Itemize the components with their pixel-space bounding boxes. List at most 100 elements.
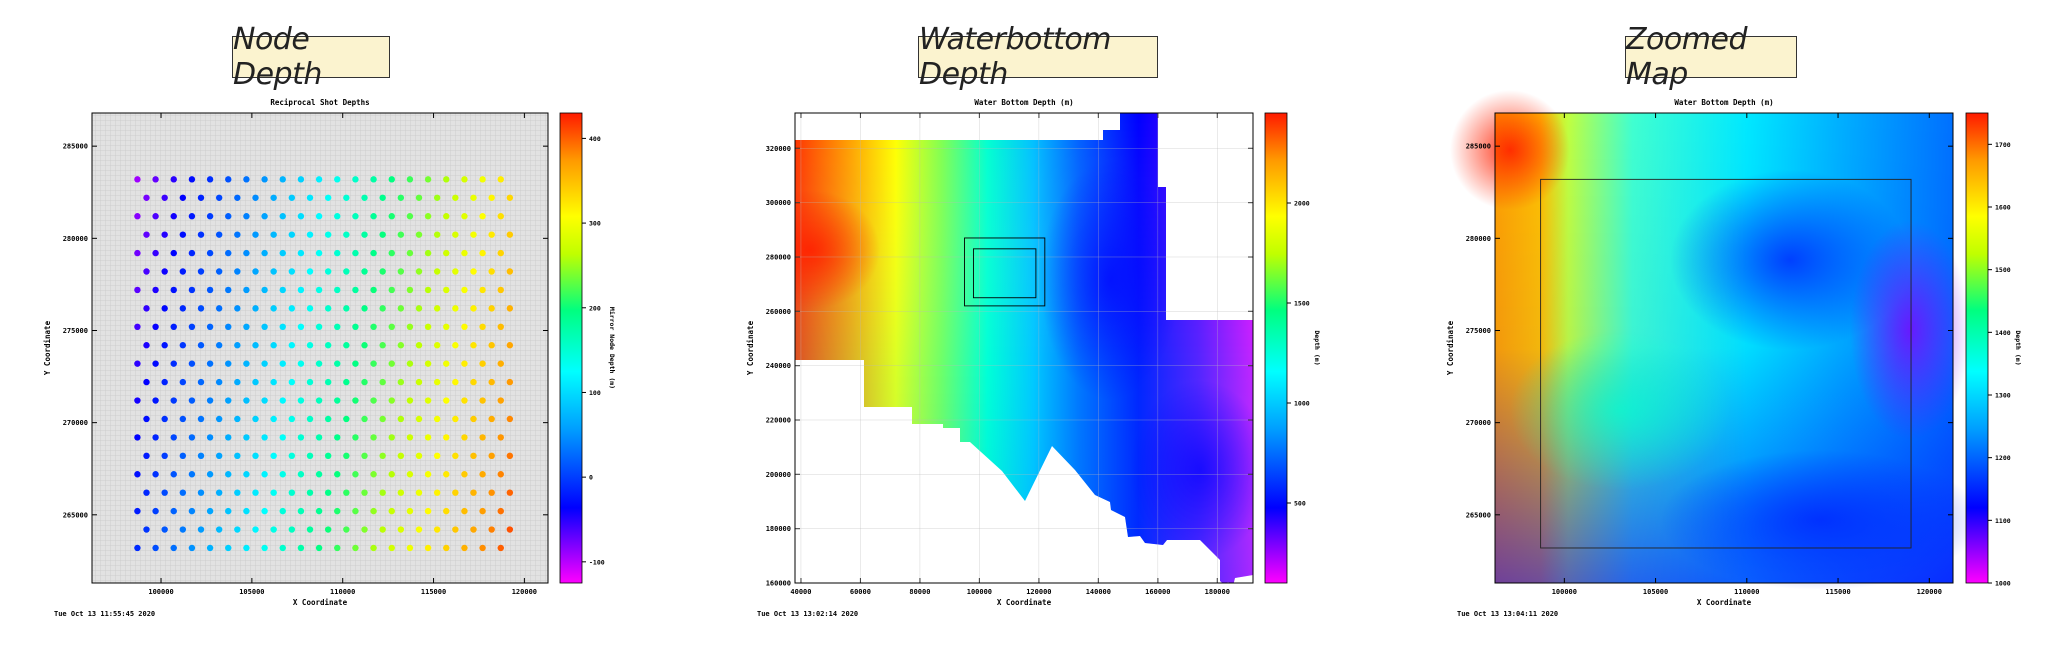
data-point	[279, 507, 286, 515]
data-point	[215, 268, 223, 275]
data-point	[470, 489, 477, 496]
data-point	[388, 507, 395, 515]
x-tick-label: 110000	[1734, 588, 1759, 596]
y-tick-label: 275000	[1466, 327, 1491, 335]
data-point	[197, 489, 205, 496]
colorbar-tick-label: 1400	[1995, 329, 2011, 337]
data-point	[424, 286, 432, 294]
inset-box	[1540, 178, 1912, 549]
data-point	[334, 397, 341, 404]
data-point	[252, 305, 259, 312]
data-point	[352, 507, 359, 515]
data-point	[270, 342, 277, 349]
data-point	[243, 471, 250, 478]
panel-waterbottom-depth: Water Bottom Depth (m) 40000 60000 80000 100…	[746, 98, 1321, 618]
data-point	[352, 213, 359, 220]
data-point	[470, 378, 477, 386]
data-point	[433, 194, 441, 201]
data-point	[143, 194, 150, 201]
data-point	[424, 507, 432, 515]
data-point	[415, 342, 423, 349]
shallow-region	[795, 190, 880, 310]
data-point	[288, 378, 296, 386]
data-point	[152, 507, 159, 515]
data-point	[215, 231, 223, 238]
data-point	[443, 176, 450, 183]
data-point	[488, 342, 495, 349]
data-point	[352, 249, 359, 257]
data-point	[179, 194, 187, 201]
data-point	[261, 544, 268, 552]
data-point	[424, 471, 432, 478]
data-point	[279, 249, 286, 257]
data-point	[443, 286, 450, 294]
data-point	[506, 231, 514, 238]
data-point	[334, 544, 341, 552]
data-point	[324, 268, 332, 275]
data-point	[143, 489, 150, 496]
colorbar-tick-label: 500	[1294, 500, 1306, 508]
x-tick-label: 120000	[512, 588, 537, 596]
data-point	[415, 378, 423, 386]
data-point	[270, 415, 277, 423]
data-point	[470, 342, 477, 349]
data-point	[179, 526, 187, 533]
data-point	[379, 231, 386, 238]
data-point	[252, 489, 259, 496]
chart-title: Reciprocal Shot Depths	[270, 98, 369, 107]
data-point	[334, 249, 341, 257]
data-point	[479, 286, 486, 294]
data-point	[188, 286, 196, 294]
data-point	[134, 507, 141, 515]
x-tick-label: 60000	[850, 588, 871, 596]
data-point	[470, 305, 477, 312]
data-point	[315, 286, 323, 294]
data-point	[379, 452, 386, 460]
data-point	[506, 452, 514, 460]
x-tick-label: 100000	[967, 588, 992, 596]
inset-box	[972, 248, 1037, 299]
data-point	[279, 286, 286, 294]
data-point	[188, 176, 196, 183]
data-point	[406, 213, 414, 220]
data-point	[497, 434, 504, 441]
data-point	[433, 415, 441, 423]
data-point	[234, 231, 241, 238]
data-point	[243, 434, 250, 441]
data-point	[488, 194, 495, 201]
data-point	[488, 452, 495, 460]
data-point	[306, 194, 314, 201]
x-tick-label: 120000	[1026, 588, 1051, 596]
data-point	[388, 176, 395, 183]
data-point	[397, 526, 405, 533]
data-point	[352, 176, 359, 183]
data-point	[479, 397, 486, 404]
x-tick-label: 100000	[1552, 588, 1577, 596]
data-point	[306, 342, 314, 349]
x-tick-label: 40000	[790, 588, 811, 596]
data-point	[479, 176, 486, 183]
data-point	[152, 397, 159, 404]
colorbar-tick-label: 1300	[1995, 392, 2011, 400]
data-point	[179, 268, 187, 275]
data-point	[470, 526, 477, 533]
data-point	[415, 526, 423, 533]
data-point	[415, 268, 423, 275]
data-point	[152, 249, 159, 257]
data-point	[343, 194, 350, 201]
data-point	[388, 249, 395, 257]
data-point	[343, 305, 350, 312]
data-point	[506, 378, 514, 386]
data-point	[270, 489, 277, 496]
data-point	[497, 176, 504, 183]
data-point	[225, 544, 232, 552]
data-point	[315, 213, 323, 220]
y-tick-label: 270000	[63, 419, 88, 427]
y-tick-label: 270000	[1466, 419, 1491, 427]
data-point	[261, 323, 268, 331]
data-point	[361, 415, 368, 423]
data-point	[452, 489, 459, 496]
y-tick-label: 240000	[766, 362, 791, 370]
colorbar	[559, 112, 583, 584]
